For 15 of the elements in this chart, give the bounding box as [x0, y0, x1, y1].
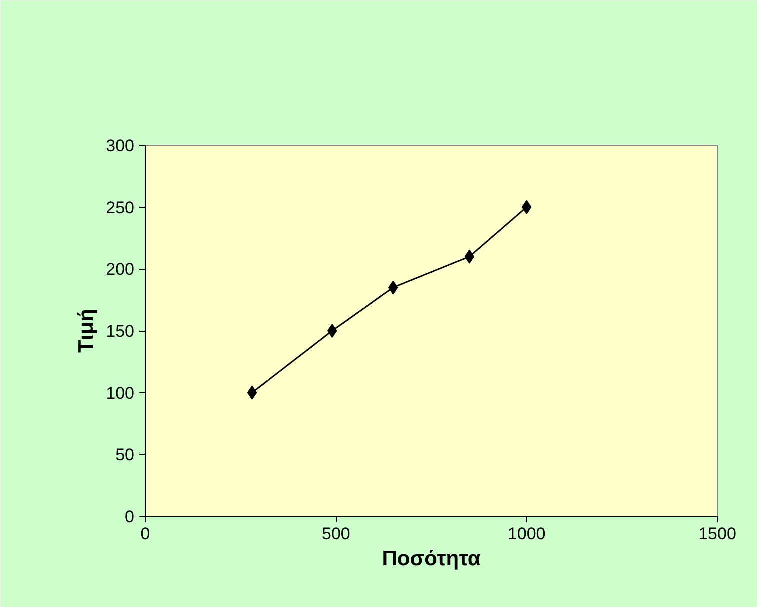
y-tick-label: 150 — [106, 322, 135, 341]
x-tick-label: 500 — [322, 524, 350, 544]
y-axis-title: Τιμή — [75, 309, 98, 353]
x-tick-label: 0 — [140, 524, 150, 544]
y-tick-label: 300 — [106, 136, 135, 156]
x-axis-title: Ποσότητα — [382, 548, 481, 570]
y-tick-label: 0 — [125, 508, 135, 526]
point — [247, 386, 258, 400]
x-tick-label: 1500 — [698, 524, 736, 544]
y-tick-label: 50 — [116, 446, 135, 465]
y-tick-label: 250 — [106, 198, 135, 218]
y-tick-label: 200 — [106, 260, 135, 280]
point — [328, 324, 338, 338]
x-tick-label: 1000 — [508, 524, 546, 544]
y-tick-label: 100 — [106, 384, 135, 403]
